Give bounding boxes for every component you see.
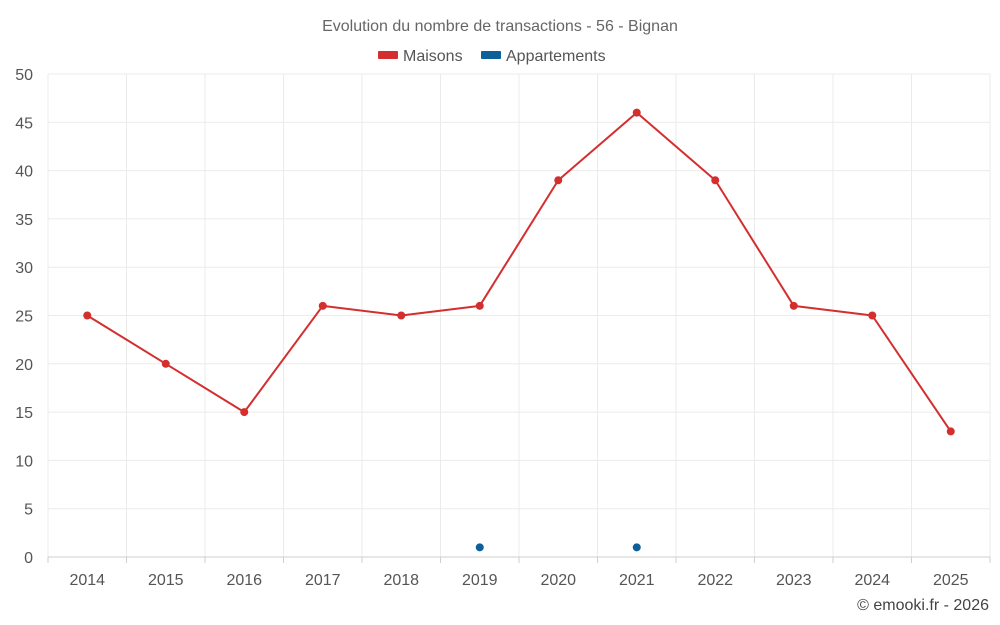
legend-label-maisons: Maisons — [403, 48, 463, 65]
x-tick-label: 2024 — [854, 572, 890, 589]
x-tick-label: 2018 — [383, 572, 419, 589]
y-tick-label: 40 — [15, 164, 33, 181]
y-tick-label: 30 — [15, 260, 33, 277]
chart-title: Evolution du nombre de transactions - 56… — [322, 18, 678, 35]
legend-item-appartements[interactable]: Appartements — [481, 48, 606, 65]
data-point-maisons — [868, 311, 877, 320]
grid — [47, 73, 991, 557]
x-tick-label: 2020 — [540, 572, 576, 589]
series-line-maisons — [86, 111, 952, 432]
y-tick-label: 10 — [15, 453, 33, 470]
legend-swatch-maisons — [378, 51, 398, 59]
x-tick-label: 2017 — [305, 572, 341, 589]
data-point-maisons — [711, 176, 720, 185]
x-tick-label: 2021 — [619, 572, 655, 589]
y-tick-label: 35 — [15, 212, 33, 229]
copyright-credit: © emooki.fr - 2026 — [857, 597, 989, 614]
x-tick-label: 2025 — [933, 572, 969, 589]
data-point-maisons — [240, 408, 249, 417]
data-point-appartements — [475, 543, 484, 552]
x-tick-label: 2016 — [226, 572, 262, 589]
data-point-maisons — [318, 301, 327, 310]
data-point-maisons — [83, 311, 92, 320]
x-tick-label: 2023 — [776, 572, 812, 589]
data-point-maisons — [475, 301, 484, 310]
legend-item-maisons[interactable]: Maisons — [378, 48, 463, 65]
y-tick-label: 5 — [24, 502, 33, 519]
data-point-maisons — [789, 301, 798, 310]
data-point-maisons — [632, 108, 641, 117]
data-point-maisons — [397, 311, 406, 320]
x-tick-label: 2019 — [462, 572, 498, 589]
series-layer — [83, 108, 955, 552]
y-tick-label: 45 — [15, 115, 33, 132]
x-tick-label: 2022 — [697, 572, 733, 589]
y-tick-label: 20 — [15, 357, 33, 374]
data-point-appartements — [632, 543, 641, 552]
legend-label-appartements: Appartements — [506, 48, 606, 65]
data-point-maisons — [946, 427, 955, 436]
y-tick-label: 25 — [15, 309, 33, 326]
y-tick-label: 15 — [15, 405, 33, 422]
x-tick-label: 2014 — [69, 572, 105, 589]
y-tick-label: 50 — [15, 67, 33, 84]
legend: Maisons Appartements — [378, 48, 606, 65]
x-tick-label: 2015 — [148, 572, 184, 589]
legend-swatch-appartements — [481, 51, 501, 59]
data-point-maisons — [554, 176, 563, 185]
y-tick-label: 0 — [24, 550, 33, 567]
data-point-maisons — [161, 359, 170, 368]
